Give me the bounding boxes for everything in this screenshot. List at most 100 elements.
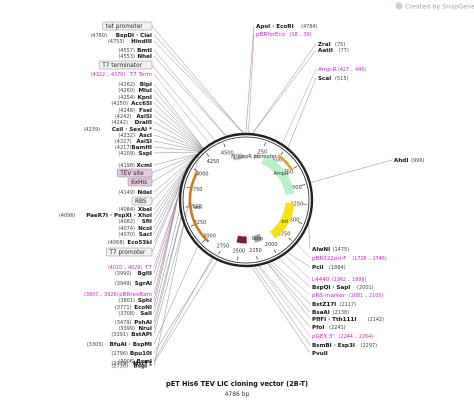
site-position-bsgi: (2730) [111, 364, 128, 370]
label-leader-line [153, 217, 182, 329]
site-label-aatii: AatII [318, 48, 333, 54]
feature-label-rop: rop [238, 238, 246, 244]
site-position-sgrai: (3949) [115, 281, 132, 287]
site-position-bsmbi: (2297) [361, 343, 378, 349]
site-position-kpni: (4254) [118, 95, 135, 101]
site-position-pfoi: (2241) [329, 325, 346, 331]
ruler-tick [202, 239, 206, 243]
feature-label-f1-ori: f1 ori [231, 155, 244, 161]
ruler-tick [256, 255, 258, 260]
site-position-amp-r: (427 .. 446) [338, 67, 366, 73]
site-label-bglii: BglII [138, 271, 152, 277]
label-leader-line [153, 209, 180, 314]
site-position-pbr322ori-f: (1728 .. 1746) [352, 256, 386, 262]
feature-box-rbs [131, 196, 153, 206]
ruler-tick-label: 2750 [217, 243, 230, 249]
ruler-tick-label: 2250 [249, 248, 262, 254]
label-leader-line [287, 252, 311, 268]
label-leader-line [153, 258, 214, 354]
label-leader-line [296, 243, 311, 259]
site-position-aatii: (77) [339, 48, 349, 54]
feature-box-label-t7-promoter: T7 promoter [108, 250, 146, 256]
label-leader-line [271, 261, 311, 296]
site-label-nrui: NruI [138, 326, 152, 332]
label-leader-line [153, 40, 244, 134]
ruler-tick [193, 168, 198, 172]
site-position-saci: (4070) [118, 232, 135, 238]
site-position-pshai: (3479) [115, 320, 132, 326]
label-leader-line [153, 246, 198, 345]
label-leader-line [153, 96, 204, 149]
site-label-bsmi: BsmI [136, 359, 152, 365]
site-label-l4440: L4440 [312, 277, 330, 283]
site-position-scai: (515) [335, 76, 348, 82]
ruler-tick-label: 2500 [232, 248, 245, 254]
label-leader-line [153, 189, 181, 308]
site-position-paer7i: (4096) [59, 213, 76, 219]
label-leader-line [308, 223, 311, 250]
site-label-blpi: BlpI [140, 82, 152, 88]
feature-box-t7-terminator [98, 60, 153, 70]
ruler-tick-label: 3250 [194, 220, 207, 226]
feature-box-label-tet-promoter: tet promoter [106, 24, 143, 30]
feature-label-ampr-promoter: AmpR promoter [237, 154, 278, 160]
site-label-t7-term: T7 Term [129, 72, 152, 78]
site-position-t7: (4010 .. 4029) [108, 265, 142, 271]
ruler-tick-label: 1250 [291, 201, 304, 207]
site-position-asisi: (4242) [115, 114, 132, 120]
ruler-tick-label: 750 [284, 170, 294, 176]
ruler-tick-label: 4000 [196, 172, 209, 178]
site-label-ahdi: AhdI [394, 158, 408, 164]
label-leader-line [310, 159, 393, 183]
site-position-bstz17i: (2117) [340, 302, 357, 308]
site-position-bstapi: (3391) [111, 332, 128, 338]
site-label-bspdi: BspDI · ClaI [116, 33, 152, 39]
ruler-tick [218, 250, 221, 255]
site-label-msci: MscI * [133, 361, 152, 367]
site-label-pvuii: PvuII [312, 351, 328, 357]
site-label-saci: SacI [139, 232, 152, 238]
label-leader-line [151, 154, 197, 183]
site-label-mlui: MluI [138, 88, 152, 94]
feature-box-label-6xhis: 6xHis [131, 180, 147, 186]
label-leader-line [153, 260, 218, 364]
site-position-pflfi: (2142) [368, 317, 385, 323]
label-leader-line [153, 83, 204, 149]
snapgene-logo-icon [395, 2, 403, 10]
site-label-xbai: XbaI [138, 207, 152, 213]
label-leader-line [269, 262, 311, 305]
site-label-pbrrevbam: pBRrevBam [119, 292, 152, 298]
site-label-bamhi: BamHI [131, 145, 152, 151]
site-position-bamhi: (4217) [115, 145, 132, 151]
label-leader-line [278, 258, 311, 288]
site-position-sali: (3708) [118, 311, 135, 317]
ruler-tick-label: 250 [258, 150, 268, 156]
site-position-ndei: (4149) [118, 190, 135, 196]
site-position-apoi: (4784) [301, 24, 318, 30]
label-leaders [151, 25, 393, 366]
site-position-draiii: (4242) [111, 120, 128, 126]
ruler-tick [288, 237, 292, 241]
label-leader-line [153, 115, 203, 150]
label-leader-line [151, 25, 244, 134]
site-label-bspqi: BspQI · SapI [312, 285, 350, 291]
label-leader-line [153, 128, 202, 151]
label-leader-line [151, 159, 193, 202]
site-label-bmti-top: HindIII [131, 39, 152, 45]
feature-arc-rop [236, 235, 247, 244]
site-labels: tet promoter BspDI · ClaI (4760) HindIII (47… [59, 21, 424, 370]
feature-box-tev-site [116, 168, 153, 178]
site-position-pcii: (1884) [329, 265, 346, 271]
site-position-csii: (4239) [83, 127, 100, 133]
site-label-draiii: DraIII [135, 120, 152, 126]
site-position-fsei: (4248) [118, 108, 135, 114]
site-position-bspdi: (4760) [90, 33, 107, 39]
ruler-tick-label: 1500 [287, 218, 300, 224]
label-leader-line [151, 154, 198, 174]
site-label-econi: EcoNI [134, 305, 152, 311]
watermark-text: Created by SnapGene [405, 3, 474, 11]
site-position-sfii: (4082) [118, 219, 135, 225]
label-leader-line [153, 49, 227, 137]
site-label-pshai: PshAI [134, 320, 152, 326]
